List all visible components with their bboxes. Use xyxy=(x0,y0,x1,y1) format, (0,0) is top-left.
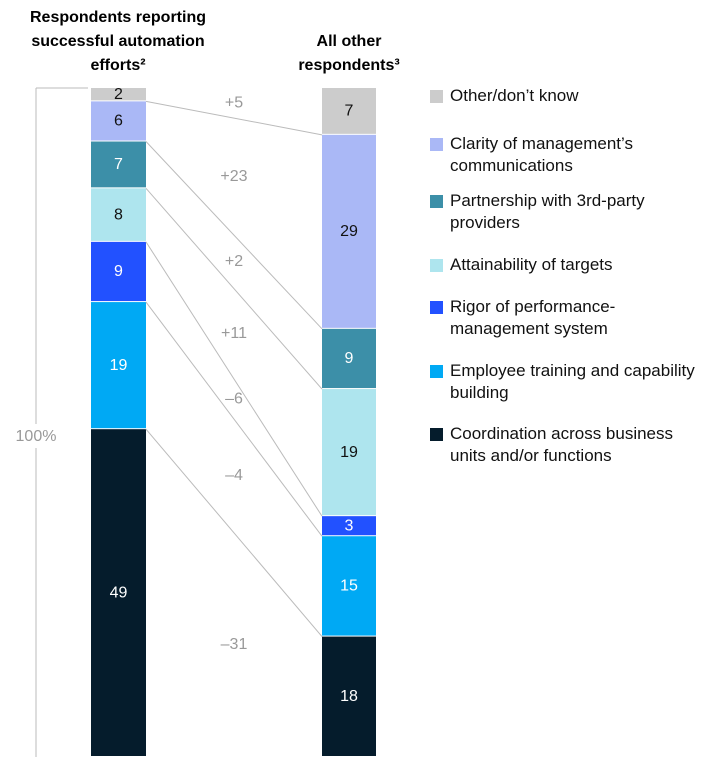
legend-item: Clarity of management’s communications xyxy=(430,133,705,177)
total-label: 100% xyxy=(16,428,57,445)
segment-label: 9 xyxy=(345,350,354,367)
legend-swatch xyxy=(430,365,443,378)
bar-segment xyxy=(322,88,376,134)
segment-label: 3 xyxy=(345,517,354,534)
change-label: –4 xyxy=(225,467,243,484)
bar-segment xyxy=(322,636,376,756)
segment-label: 7 xyxy=(114,156,123,173)
legend-swatch xyxy=(430,259,443,272)
bar-segment xyxy=(322,389,376,516)
legend-label: Employee training and capability buildin… xyxy=(450,361,695,402)
segment-label: 19 xyxy=(110,357,128,374)
change-label: +23 xyxy=(220,168,247,185)
bar-segment xyxy=(91,101,146,141)
legend-item: Attainability of targets xyxy=(430,254,705,276)
legend-item: Partnership with 3rd-party providers xyxy=(430,190,705,234)
column-header: All other respondents³ xyxy=(298,33,400,74)
change-label: –31 xyxy=(221,636,248,653)
connector xyxy=(145,100,323,136)
legend-swatch xyxy=(430,90,443,103)
bar-segment xyxy=(91,141,146,188)
legend-item: Coordination across business units and/o… xyxy=(430,423,705,467)
bar-segment xyxy=(322,536,376,636)
legend-label: Attainability of targets xyxy=(450,255,613,274)
legend-swatch xyxy=(430,195,443,208)
change-label: –6 xyxy=(225,390,243,407)
segment-label: 49 xyxy=(110,584,128,601)
legend-item: Employee training and capability buildin… xyxy=(430,360,705,404)
bar-segment xyxy=(91,241,146,302)
segment-label: 9 xyxy=(114,263,123,280)
segment-label: 18 xyxy=(340,688,358,705)
column-header: Respondents reporting successful automat… xyxy=(29,9,206,74)
segment-label: 29 xyxy=(340,223,358,240)
legend-item: Rigor of performance-management system xyxy=(430,296,705,340)
bar-segment xyxy=(91,88,146,101)
legend-label: Coordination across business units and/o… xyxy=(450,424,674,465)
change-label: +11 xyxy=(221,325,247,342)
legend-label: Rigor of performance-management system xyxy=(450,297,616,338)
legend-label: Other/don’t know xyxy=(450,86,579,105)
segment-label: 6 xyxy=(114,113,123,130)
connector xyxy=(145,141,323,330)
change-label: +2 xyxy=(225,253,243,270)
segment-label: 7 xyxy=(345,103,354,120)
segment-label: 2 xyxy=(114,86,123,103)
legend-item: Other/don’t know xyxy=(430,85,705,107)
bar-segment xyxy=(322,134,376,328)
connector xyxy=(145,188,323,390)
segment-label: 8 xyxy=(114,206,123,223)
bar-segment xyxy=(91,429,146,756)
legend-label: Partnership with 3rd-party providers xyxy=(450,191,645,232)
bar-segment xyxy=(322,516,376,536)
segment-label: 19 xyxy=(340,444,358,461)
bar-segment xyxy=(322,328,376,389)
segment-label: 15 xyxy=(340,578,358,595)
legend-swatch xyxy=(430,138,443,151)
connector xyxy=(145,301,323,537)
bar-segment xyxy=(91,302,146,429)
legend-swatch xyxy=(430,428,443,441)
legend-swatch xyxy=(430,301,443,314)
bar-segment xyxy=(91,188,146,241)
legend-label: Clarity of management’s communications xyxy=(450,134,633,175)
change-label: +5 xyxy=(225,94,243,111)
connector xyxy=(145,241,323,517)
connector xyxy=(145,428,323,637)
label-bg xyxy=(6,424,66,448)
